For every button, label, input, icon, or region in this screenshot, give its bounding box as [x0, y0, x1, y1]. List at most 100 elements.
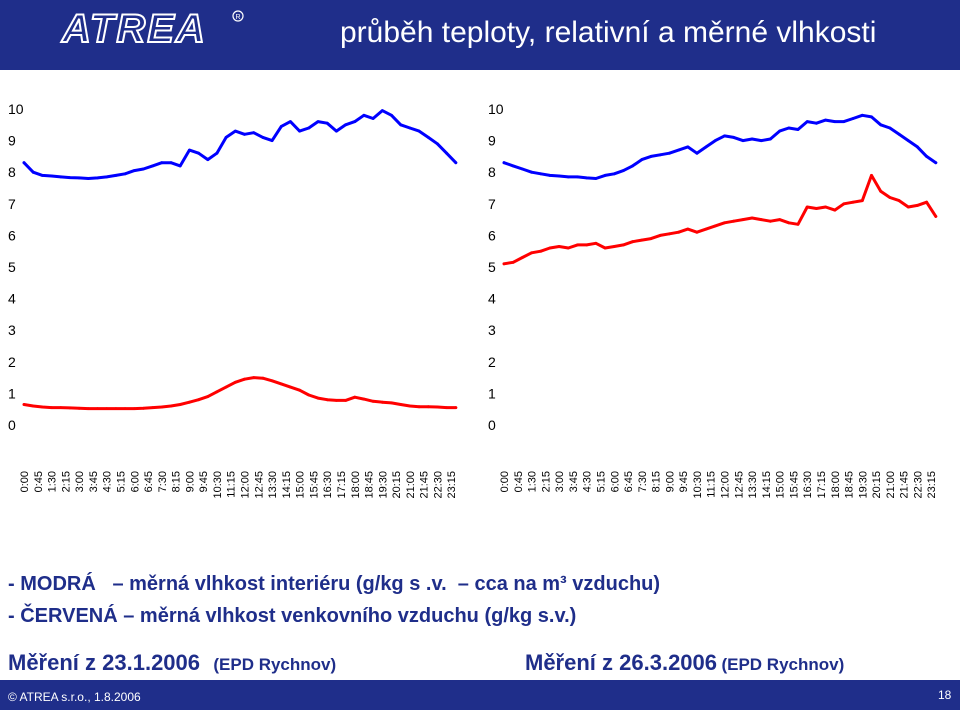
data-point-blue: [860, 113, 864, 117]
legend-blue-dash: -: [8, 573, 15, 595]
y-tick-label: 10: [488, 101, 504, 117]
x-tick-label: 9:45: [198, 471, 210, 492]
x-tick-label: 20:15: [871, 471, 883, 499]
data-point-red: [22, 403, 26, 406]
data-point-red: [521, 256, 524, 259]
y-tick-label: 0: [488, 417, 496, 433]
copyright-text: © ATREA s.r.o., 1.8.2006: [8, 690, 141, 704]
legend-red-dash2: –: [123, 605, 135, 627]
data-point-red: [445, 406, 448, 409]
legend-red-text: měrná vlhkost venkovního vzduchu (g/kg s…: [139, 605, 577, 627]
y-tick-label: 1: [488, 385, 496, 401]
data-point-blue: [677, 148, 680, 152]
caption-left-sub: (EPD Rychnov): [213, 655, 337, 674]
data-point-red: [123, 407, 127, 410]
x-tick-label: 3:00: [74, 471, 86, 492]
x-tick-label: 4:30: [102, 471, 114, 492]
y-tick-label: 9: [8, 133, 16, 149]
data-point-red: [41, 405, 44, 409]
x-tick-label: 15:00: [775, 471, 787, 499]
x-tick-label: 9:00: [664, 471, 676, 492]
data-point-red: [713, 224, 717, 228]
data-point-blue: [50, 174, 53, 178]
page-number: 18: [938, 688, 952, 702]
data-point-blue: [815, 121, 818, 125]
data-point-red: [622, 243, 625, 247]
data-point-blue: [713, 139, 717, 142]
data-point-blue: [68, 176, 72, 179]
data-point-red: [548, 246, 552, 250]
data-point-red: [750, 216, 754, 220]
data-point-blue: [622, 169, 625, 172]
data-point-blue: [188, 148, 191, 152]
atrea-logo: ATREA R: [60, 6, 244, 50]
data-point-blue: [215, 151, 219, 155]
x-tick-label: 9:00: [184, 471, 196, 492]
data-point-blue: [371, 117, 375, 120]
chart-left: 0 1 2 3 4 5 6 7 8 9 10 0:00 0:45 1:30 2:15 3:00 3:45 4:30…: [8, 101, 458, 499]
data-point-red: [511, 260, 515, 264]
data-point-blue: [897, 132, 901, 136]
legend-blue-dash2: –: [112, 573, 124, 595]
data-point-red: [289, 385, 292, 389]
data-point-red: [344, 399, 347, 402]
data-point-red: [77, 406, 81, 410]
caption-right: Měření z 26.3.2006 (EPD Rychnov): [525, 650, 844, 676]
data-point-blue: [279, 125, 283, 128]
x-tick-label: 16:30: [322, 471, 334, 499]
x-tick-label: 16:30: [802, 471, 814, 499]
data-point-blue: [298, 129, 301, 133]
data-point-red: [695, 230, 699, 234]
data-point-blue: [888, 126, 892, 130]
data-point-blue: [142, 167, 145, 171]
data-point-red: [390, 401, 393, 405]
data-point-blue: [906, 139, 910, 142]
x-tick-label: 1:30: [527, 471, 539, 492]
data-point-red: [649, 237, 653, 241]
x-tick-label: 3:45: [88, 471, 100, 492]
x-tick-label: 4:30: [582, 471, 594, 492]
data-point-red: [833, 208, 837, 212]
data-point-blue: [925, 155, 928, 158]
data-point-blue: [132, 169, 136, 172]
x-tick-label: 22:30: [432, 471, 444, 499]
data-point-blue: [41, 174, 44, 177]
x-tick-label: 6:45: [143, 471, 155, 492]
data-point-red: [371, 399, 375, 403]
data-point-blue: [796, 128, 800, 131]
data-point-red: [31, 404, 35, 408]
data-point-blue: [123, 172, 127, 176]
y-tick-label: 3: [8, 322, 16, 338]
page-title: průběh teploty, relativní a měrné vlhkos…: [340, 16, 877, 49]
data-point-red: [270, 379, 274, 383]
data-point-red: [631, 240, 634, 244]
x-tick-label: 21:45: [419, 471, 431, 499]
data-point-blue: [445, 151, 448, 155]
data-point-red: [805, 205, 809, 209]
legend-blue-dash3: –: [457, 573, 469, 595]
x-tick-label: 8:15: [171, 471, 183, 492]
x-tick-label: 14:15: [281, 471, 293, 499]
data-point-blue: [631, 164, 634, 168]
data-point-blue: [759, 139, 763, 142]
data-point-red: [594, 241, 598, 245]
y-tick-label: 7: [8, 196, 16, 212]
data-point-blue: [436, 142, 439, 146]
x-tick-label: 6:00: [609, 471, 621, 492]
data-point-red: [279, 382, 283, 386]
data-point-blue: [316, 120, 320, 123]
data-point-red: [502, 262, 506, 266]
y-tick-label: 0: [8, 417, 16, 433]
y-tick-label: 8: [8, 164, 16, 180]
x-tick-label: 11:15: [226, 471, 238, 498]
data-point-blue: [454, 161, 458, 165]
data-point-red: [233, 380, 237, 384]
data-point-blue: [224, 136, 228, 139]
data-point-blue: [160, 161, 164, 165]
y-tick-label: 2: [488, 354, 496, 370]
data-point-red: [436, 405, 439, 409]
data-point-blue: [833, 120, 837, 123]
data-point-blue: [31, 170, 35, 174]
data-point-blue: [502, 161, 506, 165]
registered-mark-icon: [232, 10, 244, 22]
